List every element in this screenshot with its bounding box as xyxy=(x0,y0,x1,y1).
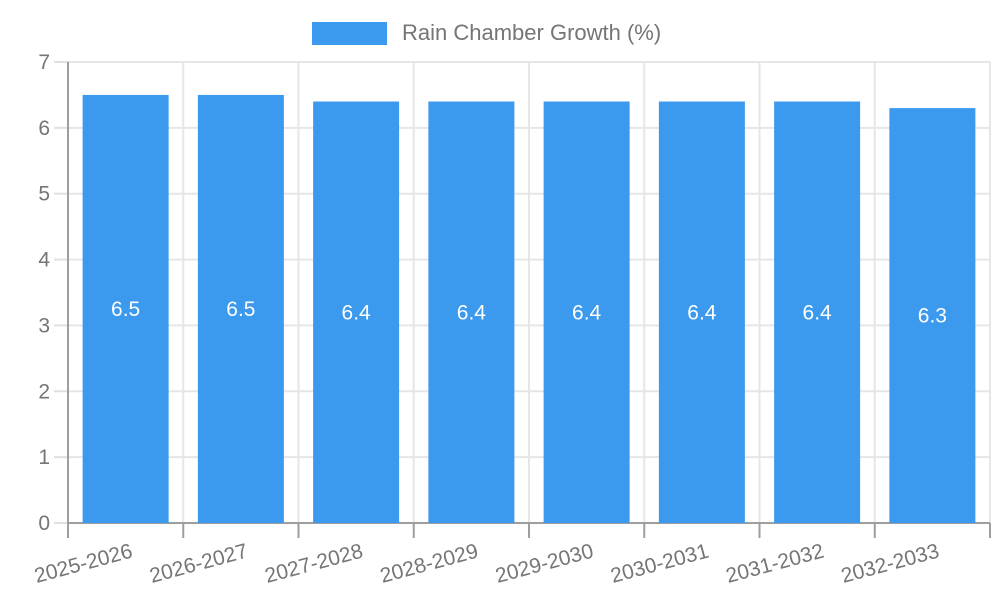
bar xyxy=(658,101,745,523)
bar-value-label: 6.4 xyxy=(803,301,833,324)
bar-value-label: 6.5 xyxy=(111,298,140,321)
bar xyxy=(889,108,976,523)
bar xyxy=(313,101,400,523)
bar xyxy=(543,101,630,523)
bar-value-label: 6.4 xyxy=(572,301,602,324)
x-tick-label: 2025-2026 xyxy=(32,540,135,588)
bar xyxy=(82,94,169,523)
x-tick-label: 2028-2029 xyxy=(378,540,481,588)
legend-swatch xyxy=(312,21,387,45)
y-tick-label: 7 xyxy=(38,51,50,74)
y-tick-label: 0 xyxy=(38,512,50,535)
bar xyxy=(774,101,861,523)
x-tick-label: 2032-2033 xyxy=(839,540,942,588)
bar-value-label: 6.5 xyxy=(226,298,255,321)
y-tick-label: 4 xyxy=(38,249,50,272)
bar-value-label: 6.4 xyxy=(687,301,717,324)
chart-legend: Rain Chamber Growth (%) xyxy=(312,20,661,46)
x-tick-label: 2030-2031 xyxy=(608,540,711,588)
y-tick-label: 5 xyxy=(38,183,50,206)
x-tick-label: 2031-2032 xyxy=(723,540,826,588)
y-tick-label: 3 xyxy=(38,314,50,337)
bar-value-label: 6.4 xyxy=(457,301,487,324)
y-tick-label: 1 xyxy=(38,446,50,469)
y-tick-label: 2 xyxy=(38,380,50,403)
y-tick-label: 6 xyxy=(38,117,50,140)
bar xyxy=(428,101,515,523)
legend-label: Rain Chamber Growth (%) xyxy=(402,20,662,45)
x-tick-label: 2026-2027 xyxy=(147,540,250,588)
x-tick-label: 2029-2030 xyxy=(493,540,596,588)
bar-value-label: 6.3 xyxy=(918,305,947,328)
bar-value-label: 6.4 xyxy=(342,301,372,324)
bar xyxy=(197,94,284,523)
x-tick-label: 2027-2028 xyxy=(262,540,365,588)
